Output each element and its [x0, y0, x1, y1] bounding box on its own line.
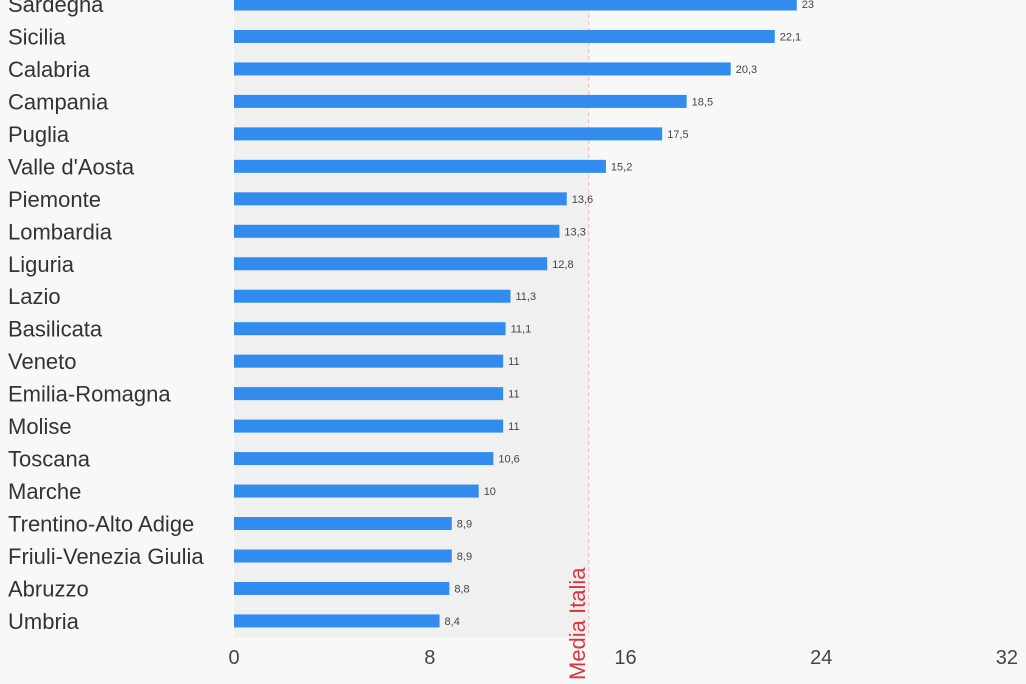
category-label: Calabria	[8, 57, 91, 82]
bar	[234, 127, 663, 141]
data-label: 15,2	[611, 161, 632, 173]
x-tick-label: 8	[424, 647, 435, 669]
category-label: Campania	[8, 89, 109, 114]
data-label: 11,1	[511, 324, 532, 336]
bar	[234, 419, 504, 433]
category-label: Toscana	[8, 447, 91, 472]
category-label: Valle d'Aosta	[8, 154, 135, 179]
data-label: 8,9	[457, 519, 472, 531]
category-label: Lombardia	[8, 219, 113, 244]
bar	[234, 0, 797, 11]
bar	[234, 387, 504, 401]
category-label: Basilicata	[8, 317, 103, 342]
category-label: Veneto	[8, 349, 77, 374]
category-label: Trentino-Alto Adige	[8, 512, 194, 537]
data-label: 20,3	[736, 64, 757, 76]
data-label: 17,5	[667, 129, 688, 141]
bar	[234, 159, 606, 173]
category-label: Sicilia	[8, 24, 66, 49]
reference-line-label: Media Italia	[565, 567, 590, 680]
bar	[234, 224, 560, 238]
bar	[234, 29, 775, 43]
data-label: 12,8	[552, 259, 573, 271]
data-label: 11,3	[515, 291, 536, 303]
category-label: Abruzzo	[8, 576, 89, 601]
bar	[234, 322, 506, 336]
category-label: Molise	[8, 414, 72, 439]
bar	[234, 354, 504, 368]
category-label: Friuli-Venezia Giulia	[8, 544, 204, 569]
bar	[234, 614, 440, 628]
bar	[234, 289, 511, 303]
bar	[234, 549, 452, 563]
data-label: 18,5	[692, 96, 713, 108]
data-label: 11	[508, 421, 519, 433]
bar	[234, 484, 479, 498]
category-label: Piemonte	[8, 187, 101, 212]
bar	[234, 452, 494, 466]
data-label: 8,8	[454, 583, 469, 595]
data-label: 22,1	[780, 31, 801, 43]
category-label: Liguria	[8, 252, 75, 277]
data-label: 23	[802, 0, 814, 11]
bar	[234, 257, 548, 271]
category-label: Puglia	[8, 122, 70, 147]
data-label: 10,6	[498, 454, 519, 466]
bar	[234, 581, 450, 595]
bar	[234, 517, 452, 531]
x-tick-label: 24	[810, 647, 832, 669]
x-tick-label: 0	[228, 647, 239, 669]
data-label: 10	[484, 486, 496, 498]
category-label: Emilia-Romagna	[8, 382, 171, 407]
data-label: 8,4	[445, 616, 460, 628]
category-label: Umbria	[8, 609, 80, 634]
x-tick-label: 32	[996, 647, 1018, 669]
data-label: 13,3	[564, 226, 585, 238]
category-label: Lazio	[8, 284, 61, 309]
data-label: 13,6	[572, 194, 593, 206]
bar	[234, 62, 731, 76]
bar	[234, 192, 567, 206]
data-label: 11	[508, 356, 519, 368]
category-label: Marche	[8, 479, 81, 504]
x-tick-label: 16	[614, 647, 636, 669]
data-label: 11	[508, 389, 519, 401]
category-label: Sardegna	[8, 0, 104, 17]
bar	[234, 94, 687, 108]
data-label: 8,9	[457, 551, 472, 563]
